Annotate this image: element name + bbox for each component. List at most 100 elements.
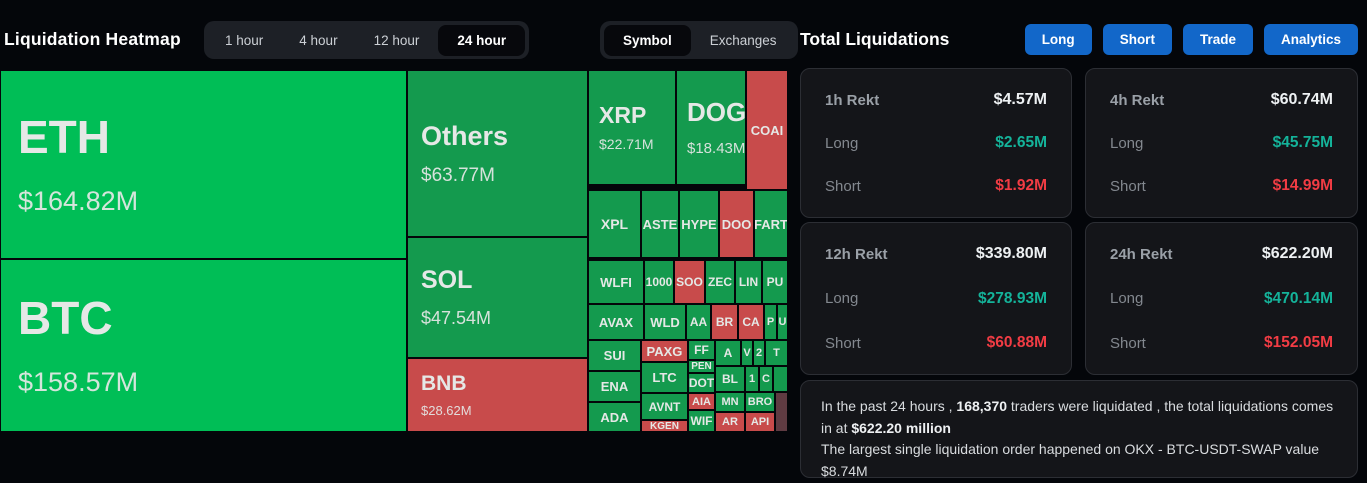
treemap-cell-zec[interactable]: ZEC [705, 260, 735, 304]
treemap-cell-u[interactable]: U [777, 304, 788, 340]
treemap-cell-amount: $158.57M [18, 367, 139, 397]
treemap-cell-p[interactable]: P [764, 304, 777, 340]
treemap-cell-eth[interactable]: ETH $164.82M [0, 70, 407, 259]
treemap-cell-amount: $28.62M [421, 403, 472, 418]
card-long-label: Long [825, 290, 859, 307]
card-long-label: Long [1110, 290, 1144, 307]
card-long-label: Long [825, 134, 859, 152]
treemap-cell-bro[interactable]: BRO [745, 392, 775, 412]
card-long-value: $2.65M [995, 134, 1047, 151]
treemap-cell-blank[interactable] [775, 392, 788, 432]
treemap-cell-amount: $18.43M [687, 140, 746, 157]
treemap-cell-bnb[interactable]: BNB $28.62M [407, 358, 588, 432]
card-long-value: $278.93M [978, 289, 1047, 307]
treemap-cell-c[interactable]: C [759, 366, 773, 392]
treemap-cell-mn[interactable]: MN [715, 392, 745, 412]
treemap-cell-avnt[interactable]: AVNT [641, 393, 688, 420]
time-range-group: 1 hour 4 hour 12 hour 24 hour [204, 21, 530, 59]
treemap-cell-bl[interactable]: BL [715, 366, 745, 392]
time-range-button-1-hour[interactable]: 1 hour [208, 26, 280, 55]
view-toggle-button-symbol[interactable]: Symbol [604, 24, 691, 56]
treemap-cell-ca[interactable]: CA [738, 304, 764, 340]
time-range-button-12-hour[interactable]: 12 hour [357, 26, 437, 55]
summary-panel: In the past 24 hours , 168,370 traders w… [800, 380, 1358, 479]
card-period-label: 4h Rekt [1110, 91, 1165, 109]
card-long-label: Long [1110, 134, 1144, 152]
liquidation-treemap: ETH $164.82M BTC $158.57M Others $63.77M SOL $4… [0, 70, 788, 432]
treemap-cell-doo[interactable]: DOO [719, 190, 754, 258]
total-liquidations-title: Total Liquidations [800, 29, 950, 49]
card-short-value: $1.92M [995, 177, 1047, 194]
treemap-cell-ltc[interactable]: LTC [641, 362, 688, 393]
treemap-cell-ena[interactable]: ENA [588, 371, 641, 402]
card-long-value: $45.75M [1272, 134, 1333, 151]
card-short-value: $152.05M [1264, 334, 1333, 351]
card-short-value: $14.99M [1272, 177, 1333, 194]
card-short-value: $60.88M [986, 334, 1047, 351]
treemap-cell-sui[interactable]: SUI [588, 340, 641, 371]
view-toggle-button-exchanges[interactable]: Exchanges [693, 26, 794, 55]
treemap-cell-hype[interactable]: HYPE [679, 190, 719, 258]
treemap-cell-pen[interactable]: PEN [688, 360, 715, 373]
treemap-cell-wif[interactable]: WIF [688, 410, 715, 432]
treemap-cell-avax[interactable]: AVAX [588, 304, 644, 340]
summary-line: The largest single liquidation order hap… [821, 441, 1320, 479]
treemap-cell-aa[interactable]: AA [686, 304, 711, 340]
treemap-cell-a[interactable]: A [715, 340, 741, 366]
card-total-value: $60.74M [1270, 91, 1333, 108]
treemap-cell-fart[interactable]: FART [754, 190, 788, 258]
card-short-label: Short [825, 177, 861, 195]
treemap-cell-btc[interactable]: BTC $158.57M [0, 259, 407, 432]
treemap-cell-xrp[interactable]: XRP $22.71M [588, 70, 676, 185]
treemap-cell-symbol: ETH [18, 111, 110, 163]
treemap-cell-blank[interactable] [773, 366, 788, 392]
treemap-cell-coai[interactable]: COAI [746, 70, 788, 190]
time-range-button-4-hour[interactable]: 4 hour [282, 26, 354, 55]
card-total-value: $622.20M [1261, 245, 1333, 262]
treemap-cell-1[interactable]: 1 [745, 366, 759, 392]
action-button-trade[interactable]: Trade [1182, 24, 1253, 55]
treemap-cell-pu[interactable]: PU [762, 260, 788, 304]
treemap-cell-doge[interactable]: DOGE $18.43M [676, 70, 746, 185]
treemap-cell-kgen[interactable]: KGEN [641, 420, 688, 432]
card-total-value: $4.57M [993, 91, 1047, 108]
treemap-cell-wld[interactable]: WLD [644, 304, 686, 340]
treemap-cell-xpl[interactable]: XPL [588, 190, 641, 258]
treemap-cell-ar[interactable]: AR [715, 412, 745, 432]
treemap-cell-v[interactable]: V [741, 340, 753, 366]
action-button-long[interactable]: Long [1024, 24, 1092, 55]
treemap-cell-api[interactable]: API [745, 412, 775, 432]
treemap-cell-soo[interactable]: SOO [674, 260, 705, 304]
treemap-cell-symbol: SOL [421, 266, 473, 294]
treemap-cell-br[interactable]: BR [711, 304, 738, 340]
treemap-cell-t[interactable]: T [765, 340, 788, 366]
treemap-cell-aste[interactable]: ASTE [641, 190, 679, 258]
treemap-cell-lin[interactable]: LIN [735, 260, 762, 304]
treemap-cell-others[interactable]: Others $63.77M [407, 70, 588, 237]
card-period-label: 24h Rekt [1110, 245, 1173, 263]
action-button-analytics[interactable]: Analytics [1263, 24, 1358, 55]
treemap-cell-symbol: BNB [421, 372, 467, 395]
stats-card-4h: 4h Rekt $60.74M Long $45.75M Short $14.9… [1085, 68, 1358, 218]
treemap-cell-aia[interactable]: AIA [688, 393, 715, 410]
treemap-cell-2[interactable]: 2 [753, 340, 765, 366]
treemap-cell-symbol: DOGE [687, 97, 746, 127]
action-buttons: Long Short Trade Analytics [900, 24, 1358, 55]
treemap-cell-1000[interactable]: 1000 [644, 260, 674, 304]
card-short-label: Short [825, 334, 861, 352]
treemap-cell-dot[interactable]: DOT [688, 373, 715, 393]
view-toggle-group: Symbol Exchanges [600, 21, 798, 59]
action-button-short[interactable]: Short [1102, 24, 1172, 55]
treemap-cell-symbol: Others [421, 120, 509, 151]
treemap-cell-amount: $47.54M [421, 308, 492, 328]
time-range-button-24-hour[interactable]: 24 hour [438, 24, 526, 56]
treemap-cell-symbol: BTC [18, 292, 113, 344]
treemap-cell-ff[interactable]: FF [688, 340, 715, 360]
treemap-cell-sol[interactable]: SOL $47.54M [407, 237, 588, 358]
treemap-cell-wlfi[interactable]: WLFI [588, 260, 644, 304]
treemap-cell-paxg[interactable]: PAXG [641, 340, 688, 362]
summary-line: In the past 24 hours , 168,370 traders w… [821, 398, 1334, 436]
treemap-cell-amount: $63.77M [421, 164, 495, 186]
treemap-cell-ada[interactable]: ADA [588, 402, 641, 432]
stats-card-24h: 24h Rekt $622.20M Long $470.14M Short $1… [1085, 222, 1358, 375]
